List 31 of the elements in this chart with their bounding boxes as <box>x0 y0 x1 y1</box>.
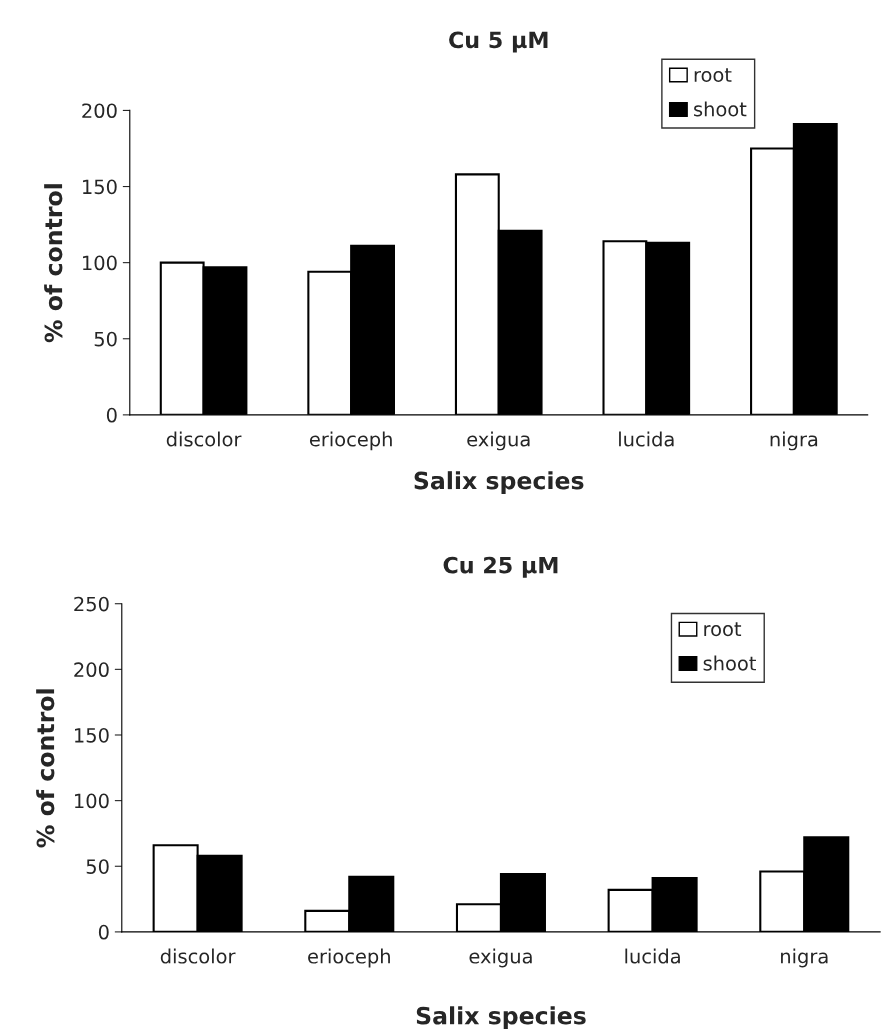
legend-label: shoot <box>703 655 756 671</box>
x-tick-label: exigua <box>467 431 530 451</box>
x-axis-title: Salix species <box>414 471 584 495</box>
y-tick-label: 0 <box>106 407 117 423</box>
y-axis-title: % of control <box>36 689 55 848</box>
x-tick-label: nigra <box>781 948 828 968</box>
legend-label: shoot <box>694 101 747 117</box>
y-tick-label: 200 <box>82 103 117 119</box>
y-axis-title: % of control <box>44 184 63 343</box>
y-tick-label: 100 <box>83 255 117 271</box>
y-tick-label: 150 <box>75 727 109 743</box>
x-tick-label: exigua <box>469 948 532 968</box>
y-tick-label: 200 <box>74 662 109 678</box>
y-tick-label: 150 <box>83 179 117 195</box>
x-axis-title: Salix species <box>416 1006 586 1030</box>
x-tick-label: nigra <box>770 431 818 451</box>
x-tick-label: erioceph <box>309 431 392 451</box>
x-tick-label: lucida <box>619 431 674 447</box>
y-tick-label: 0 <box>98 924 109 940</box>
chart-title: Cu 25 μM <box>443 556 558 578</box>
y-tick-label: 50 <box>94 331 117 347</box>
x-tick-label: erioceph <box>308 948 390 968</box>
y-tick-label: 50 <box>86 859 109 874</box>
x-tick-label: discolor <box>166 431 242 447</box>
chart-title: Cu 5 μM <box>449 31 548 53</box>
legend-label: root <box>694 68 732 83</box>
legend-label: root <box>704 622 742 637</box>
y-tick-label: 100 <box>75 793 109 809</box>
y-tick-label: 250 <box>74 596 109 612</box>
x-tick-label: lucida <box>625 948 680 964</box>
x-tick-label: discolor <box>160 948 236 964</box>
